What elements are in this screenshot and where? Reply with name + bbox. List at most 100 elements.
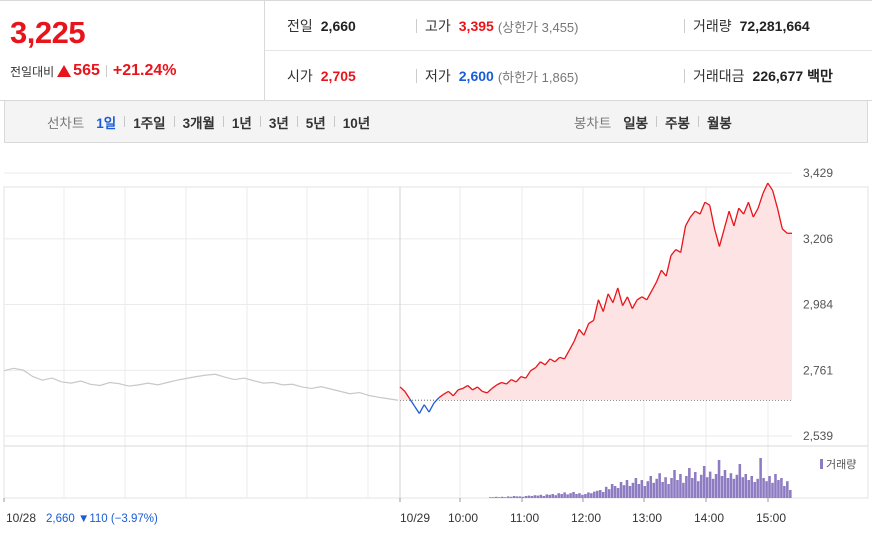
x-tick-label: 12:00 (571, 511, 601, 525)
today-series-segment (525, 370, 532, 379)
today-series-segment (409, 398, 416, 407)
volume-value: 72,281,664 (739, 18, 810, 34)
volume-bar (655, 478, 658, 498)
volume-bar (750, 476, 753, 498)
volume-bar (581, 494, 584, 498)
divider (416, 19, 417, 33)
today-series-segment (578, 328, 585, 336)
volume-bar (640, 480, 644, 498)
today-series-segment (665, 255, 672, 277)
volume-bar (596, 490, 599, 498)
today-series-segment (747, 202, 754, 218)
tab-10y[interactable]: 10년 (342, 115, 371, 131)
summary-row-2: 시가 2,705 저가 2,600 (하한가 1,865) 거래대금 226,6… (265, 51, 872, 101)
volume-bar (601, 492, 605, 498)
trade-value-unit: 백만 (807, 68, 833, 84)
volume-bar (771, 482, 774, 498)
x-tick-label: 13:00 (632, 511, 662, 525)
volume-bar (509, 496, 513, 498)
lower-limit: (하한가 1,865) (497, 69, 579, 85)
volume-bar (492, 497, 495, 498)
volume-bar (515, 496, 519, 498)
volume-bar (533, 495, 537, 498)
volume-bar (495, 496, 498, 498)
volume-bar (735, 474, 739, 498)
today-series-segment (399, 386, 406, 392)
current-price-box: 3,225 전일대비 565 +21.24% (0, 1, 265, 101)
today-series-segment (443, 390, 449, 395)
today-series-segment (776, 208, 783, 229)
volume-bar (753, 482, 756, 498)
volume-bar (613, 486, 617, 498)
tab-3y[interactable]: 3년 (268, 115, 289, 131)
tab-weekly[interactable]: 주봉 (665, 115, 690, 131)
tab-1w[interactable]: 1주일 (133, 115, 166, 131)
volume-bar (628, 486, 632, 498)
price-summary: 3,225 전일대비 565 +21.24% 전일 2,660 고가 3,395… (0, 0, 872, 101)
today-series-segment (433, 397, 440, 404)
today-series-segment (462, 384, 469, 389)
trade-value-label: 거래대금 (693, 68, 745, 84)
today-series-segment (694, 210, 701, 215)
volume-bar (646, 481, 650, 498)
tab-1y[interactable]: 1년 (231, 115, 252, 131)
tab-daily[interactable]: 일봉 (623, 115, 649, 131)
x-tick-label: 11:00 (510, 511, 539, 525)
today-series-segment (472, 386, 478, 391)
volume-bar (747, 480, 751, 498)
volume-bar (512, 496, 516, 498)
today-series-segment (675, 248, 682, 254)
volume-cell: 거래량 72,281,664 (684, 1, 810, 51)
volume-bar (777, 480, 780, 498)
today-series-segment (704, 201, 711, 206)
today-series-segment (641, 296, 648, 301)
x-tick-label: 10/28 (6, 511, 36, 525)
candle-chart-label: 봉차트 (574, 115, 612, 131)
volume-bar (762, 478, 765, 498)
today-series-segment (423, 404, 430, 413)
trade-value-cell: 거래대금 226,677 백만 (684, 51, 833, 101)
volume-bar (637, 484, 641, 498)
volume-bar (723, 470, 727, 498)
divider (222, 116, 224, 127)
y-tick-label: 2,539 (803, 429, 833, 443)
volume-bar (756, 478, 759, 498)
y-tick-label: 2,984 (803, 298, 833, 312)
volume-bar (670, 478, 673, 498)
divider (697, 116, 699, 127)
today-series-segment (612, 287, 619, 303)
today-series-segment (544, 358, 551, 366)
volume-bar (673, 470, 676, 498)
today-series-segment (617, 287, 624, 306)
tab-monthly[interactable]: 월봉 (706, 115, 732, 131)
today-series-segment (646, 290, 653, 301)
today-series-segment (733, 207, 740, 227)
volume-bar (765, 481, 768, 498)
today-series-segment (689, 210, 696, 218)
today-series-segment (404, 391, 411, 400)
volume-bar (563, 492, 566, 498)
volume-bar (768, 476, 771, 498)
volume-bar (711, 478, 715, 498)
volume-bar (548, 494, 552, 498)
tab-3m[interactable]: 3개월 (182, 115, 215, 131)
y-tick-label: 3,429 (803, 166, 833, 180)
today-series-segment (568, 340, 575, 351)
tab-5y[interactable]: 5년 (305, 115, 326, 131)
plot-frame (3, 186, 869, 499)
today-series-segment (757, 193, 764, 209)
trade-value: 226,677 (752, 68, 804, 84)
volume-bar (518, 496, 522, 498)
tab-1d[interactable]: 1일 (96, 115, 117, 131)
volume-bar (744, 474, 748, 498)
today-series-segment (752, 207, 759, 218)
volume-bar (560, 494, 563, 498)
low-value: 2,600 (458, 68, 494, 84)
volume-bar (575, 494, 578, 498)
candle-chart-tabs: 봉차트 일봉 주봉 월봉 (574, 101, 732, 142)
today-series-segment (482, 390, 488, 394)
today-series-segment (428, 402, 435, 413)
today-series-segment (699, 202, 706, 215)
change-value: 565 (73, 62, 100, 79)
today-series-segment (573, 329, 580, 342)
